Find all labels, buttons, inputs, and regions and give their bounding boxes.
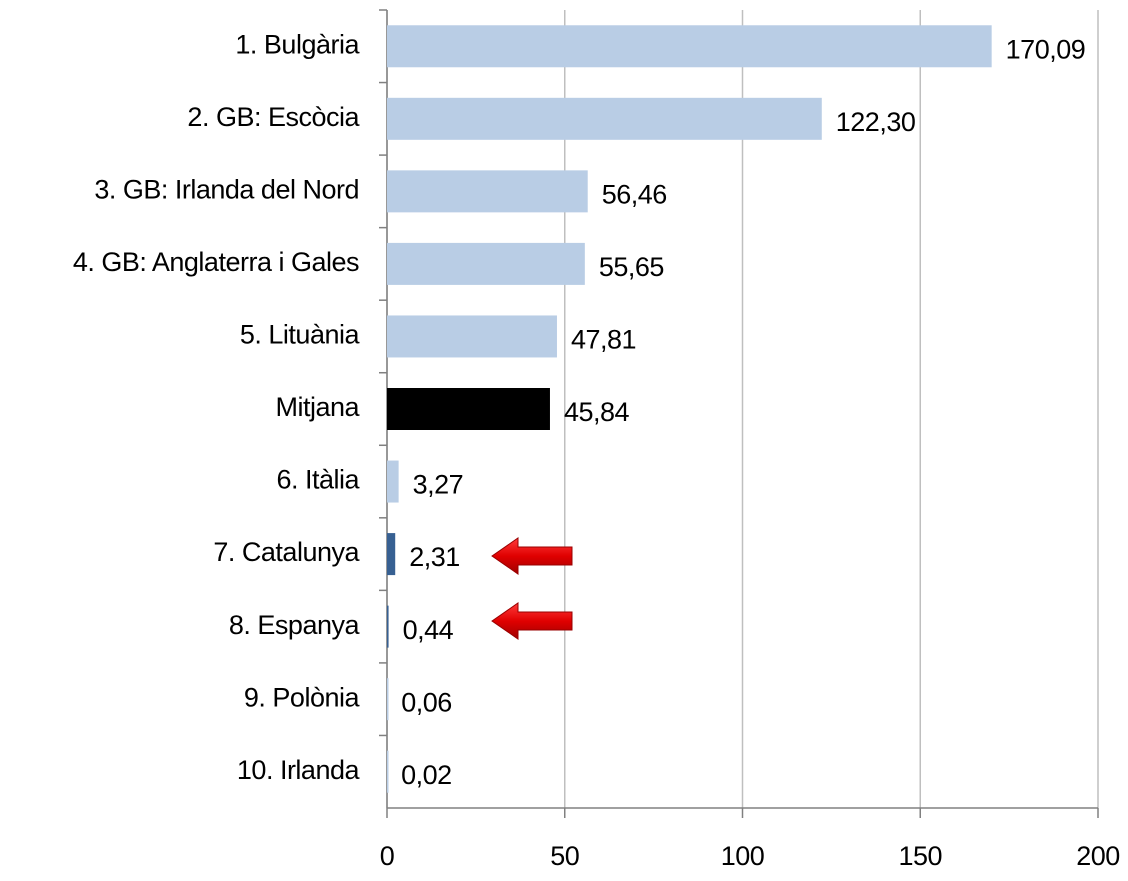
data-label: 0,06 — [401, 687, 452, 717]
bar — [387, 460, 399, 503]
data-label: 47,81 — [571, 325, 636, 355]
bar — [387, 170, 588, 213]
y-tick-label: 8. Espanya — [229, 610, 361, 640]
plot-area: 0 50 100 150 200 1. Bulgària 170,09 2. GB: Escò… — [73, 9, 1120, 871]
data-label: 122,30 — [836, 107, 916, 137]
y-tick-label: 10. Irlanda — [237, 755, 361, 785]
data-label: 56,46 — [602, 179, 667, 209]
data-label: 0,02 — [401, 760, 452, 790]
y-tick-label: 1. Bulgària — [235, 29, 360, 59]
data-label: 170,09 — [1006, 34, 1086, 64]
arrow — [491, 602, 573, 640]
x-tick-label: 50 — [550, 841, 579, 871]
y-tick-label: 4. GB: Anglaterra i Gales — [73, 247, 359, 277]
data-label: 45,84 — [564, 397, 630, 427]
y-tick-label: 9. Polònia — [244, 682, 361, 712]
x-tick-label: 200 — [1076, 841, 1120, 871]
y-tick-label: 2. GB: Escòcia — [187, 102, 360, 132]
bar — [387, 97, 822, 140]
bar — [387, 533, 396, 576]
data-label: 0,44 — [403, 615, 454, 645]
x-tick-label: 0 — [380, 841, 395, 871]
y-tick-label: Mitjana — [275, 392, 360, 422]
data-label: 55,65 — [599, 252, 664, 282]
bar — [387, 242, 585, 285]
y-tick-label: 6. Itàlia — [276, 465, 360, 495]
data-label: 3,27 — [413, 470, 464, 500]
bar — [387, 315, 557, 358]
bar — [387, 750, 389, 793]
arrow — [491, 537, 573, 575]
y-tick-label: 3. GB: Irlanda del Nord — [94, 174, 359, 204]
y-tick-label: 5. Lituània — [240, 320, 361, 350]
bar — [387, 388, 550, 430]
x-tick-label: 100 — [721, 841, 765, 871]
data-label: 2,31 — [409, 542, 460, 572]
bar — [387, 605, 389, 648]
y-tick-label: 7. Catalunya — [213, 537, 360, 567]
x-tick-label: 150 — [898, 841, 942, 871]
bar — [387, 678, 389, 721]
bar — [387, 25, 992, 68]
